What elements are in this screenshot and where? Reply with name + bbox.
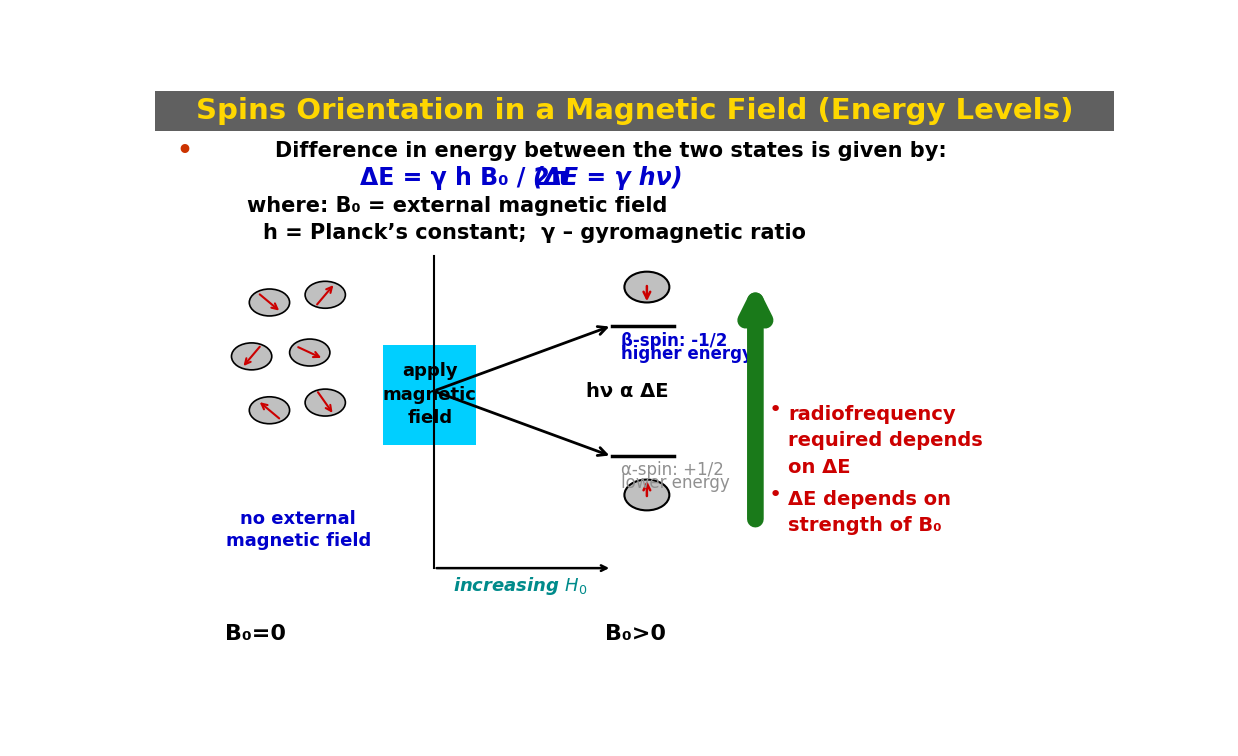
Text: hν α ΔE: hν α ΔE	[587, 382, 669, 401]
Text: Spins Orientation in a Magnetic Field (Energy Levels): Spins Orientation in a Magnetic Field (E…	[196, 97, 1073, 125]
Text: lower energy: lower energy	[621, 474, 730, 491]
Text: B₀=0: B₀=0	[225, 624, 286, 643]
Ellipse shape	[305, 389, 345, 416]
Text: radiofrequency
required depends
on ΔE: radiofrequency required depends on ΔE	[787, 405, 983, 477]
Text: •: •	[768, 485, 781, 505]
Text: h = Planck’s constant;  γ – gyromagnetic ratio: h = Planck’s constant; γ – gyromagnetic …	[262, 223, 806, 243]
Ellipse shape	[305, 281, 345, 308]
Text: B₀>0: B₀>0	[604, 624, 666, 643]
Text: •: •	[176, 139, 192, 163]
Text: ΔE = γ h B₀ / 2π: ΔE = γ h B₀ / 2π	[360, 166, 569, 190]
Text: increasing $\mathit{H}_0$: increasing $\mathit{H}_0$	[453, 575, 588, 596]
Ellipse shape	[290, 339, 329, 366]
Ellipse shape	[232, 343, 272, 370]
Text: where: B₀ = external magnetic field: where: B₀ = external magnetic field	[246, 197, 667, 216]
Text: β-spin: -1/2: β-spin: -1/2	[621, 332, 728, 350]
Text: apply
magnetic
field: apply magnetic field	[383, 362, 477, 427]
Text: (ΔE = γ hν): (ΔE = γ hν)	[534, 166, 683, 190]
Ellipse shape	[624, 479, 670, 510]
Text: no external
magnetic field: no external magnetic field	[225, 510, 370, 550]
Ellipse shape	[624, 271, 670, 302]
Ellipse shape	[249, 289, 290, 316]
Bar	[155, 91, 1114, 131]
Bar	[384, 345, 477, 445]
Text: α-spin: +1/2: α-spin: +1/2	[621, 461, 724, 479]
Text: Difference in energy between the two states is given by:: Difference in energy between the two sta…	[275, 141, 947, 161]
Text: ΔE depends on
strength of B₀: ΔE depends on strength of B₀	[787, 490, 951, 535]
Text: higher energy: higher energy	[621, 345, 753, 363]
Text: •: •	[768, 400, 781, 420]
Ellipse shape	[249, 397, 290, 424]
